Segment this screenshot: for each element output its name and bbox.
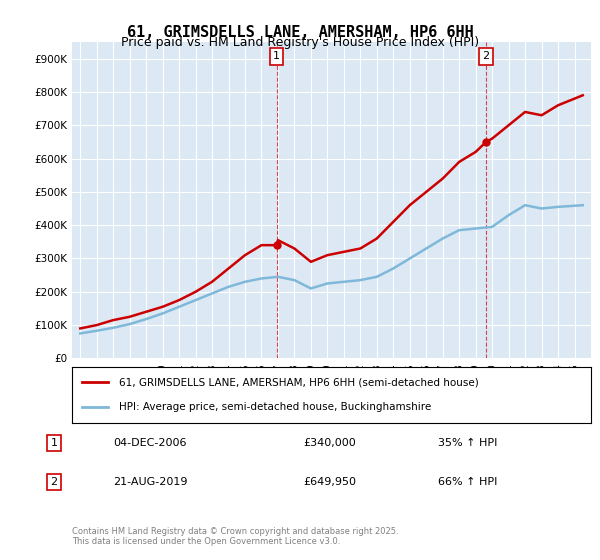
Text: Contains HM Land Registry data © Crown copyright and database right 2025.
This d: Contains HM Land Registry data © Crown c…	[72, 526, 398, 546]
Text: HPI: Average price, semi-detached house, Buckinghamshire: HPI: Average price, semi-detached house,…	[119, 402, 431, 412]
Text: 04-DEC-2006: 04-DEC-2006	[113, 438, 187, 448]
Text: 1: 1	[273, 52, 280, 62]
Text: 2: 2	[50, 477, 58, 487]
Text: 35% ↑ HPI: 35% ↑ HPI	[439, 438, 497, 448]
Text: 66% ↑ HPI: 66% ↑ HPI	[439, 477, 497, 487]
Text: 61, GRIMSDELLS LANE, AMERSHAM, HP6 6HH (semi-detached house): 61, GRIMSDELLS LANE, AMERSHAM, HP6 6HH (…	[119, 377, 478, 388]
Text: 61, GRIMSDELLS LANE, AMERSHAM, HP6 6HH: 61, GRIMSDELLS LANE, AMERSHAM, HP6 6HH	[127, 25, 473, 40]
Text: £649,950: £649,950	[304, 477, 356, 487]
Text: 2: 2	[482, 52, 490, 62]
Text: Price paid vs. HM Land Registry's House Price Index (HPI): Price paid vs. HM Land Registry's House …	[121, 36, 479, 49]
Text: 1: 1	[50, 438, 58, 448]
Text: 21-AUG-2019: 21-AUG-2019	[113, 477, 187, 487]
Text: £340,000: £340,000	[304, 438, 356, 448]
